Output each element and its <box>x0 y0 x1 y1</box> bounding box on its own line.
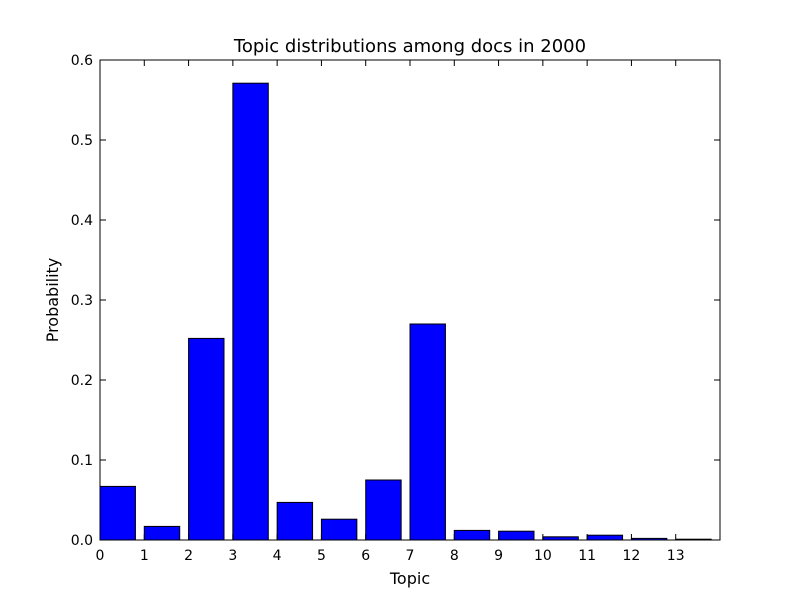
bar-topic-0 <box>99 485 136 541</box>
x-tick-label: 8 <box>450 548 459 564</box>
bar-topic-6 <box>365 479 402 541</box>
x-ticks-group: 0 1 2 3 4 5 6 7 8 9 10 11 12 13 <box>96 60 685 564</box>
x-tick-label: 0 <box>96 548 105 564</box>
y-tick-label: 0.4 <box>71 213 93 229</box>
bar-topic-5 <box>320 518 358 541</box>
x-tick-label: 11 <box>578 548 596 564</box>
plot-frame <box>99 59 721 541</box>
x-tick-label: 9 <box>494 548 503 564</box>
x-axis-label: Topic <box>389 569 430 588</box>
bar-topic-4 <box>276 501 314 541</box>
bar-topic-7 <box>409 323 446 541</box>
y-tick-label: 0.1 <box>71 453 93 469</box>
y-tick-label: 0.2 <box>71 373 93 389</box>
bar-topic-11 <box>586 534 624 541</box>
y-axis-label: Probability <box>43 258 62 343</box>
x-tick-label: 5 <box>317 548 326 564</box>
x-tick-label: 6 <box>361 548 370 564</box>
x-tick-label: 7 <box>406 548 415 564</box>
x-tick-label: 13 <box>667 548 685 564</box>
x-tick-label: 12 <box>623 548 641 564</box>
x-tick-label: 4 <box>273 548 282 564</box>
y-tick-label: 0.3 <box>71 293 93 309</box>
x-tick-label: 2 <box>184 548 193 564</box>
y-tick-label: 0.6 <box>71 53 93 69</box>
x-tick-label: 10 <box>534 548 552 564</box>
bar-topic-3 <box>232 82 269 541</box>
y-tick-label: 0.5 <box>71 133 93 149</box>
bar-topic-9 <box>498 530 535 541</box>
x-tick-label: 3 <box>228 548 237 564</box>
bars-group <box>99 82 712 541</box>
y-tick-label: 0.0 <box>71 533 93 549</box>
chart-title: Topic distributions among docs in 2000 <box>233 36 586 57</box>
bar-topic-8 <box>453 529 491 541</box>
bar-topic-2 <box>188 337 225 541</box>
y-ticks-group: 0.0 0.1 0.2 0.3 0.4 0.5 0.6 <box>71 53 720 549</box>
x-tick-label: 1 <box>140 548 149 564</box>
bar-topic-1 <box>143 525 181 541</box>
